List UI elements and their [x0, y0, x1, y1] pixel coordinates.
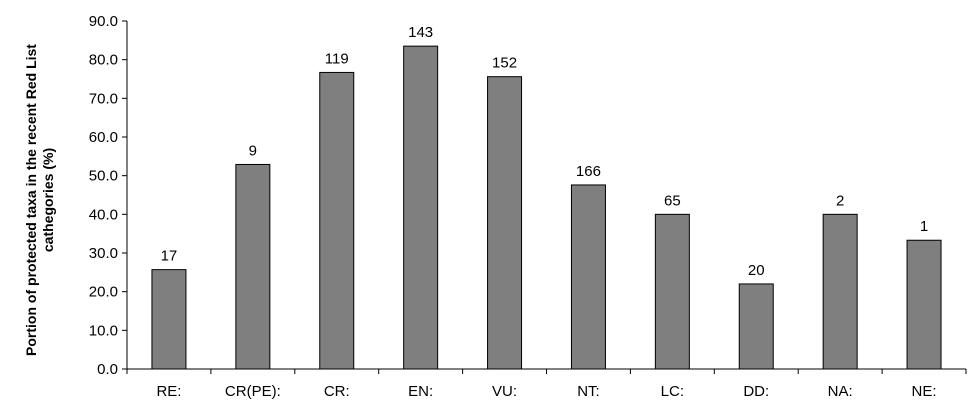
bar: [487, 76, 523, 370]
bars-group: [151, 45, 942, 370]
bar: [906, 239, 942, 370]
x-tick-label: VU:: [492, 383, 517, 400]
y-axis-title: Portion of protected taxa in the recent …: [23, 44, 56, 356]
x-tick-label: DD:: [743, 383, 769, 400]
x-tick-label: LC:: [661, 383, 684, 400]
data-label: 119: [325, 50, 349, 67]
bar: [151, 269, 187, 370]
x-tick-label: RE:: [156, 383, 181, 400]
bar: [822, 213, 858, 370]
bar: [654, 213, 690, 370]
data-label: 65: [664, 192, 681, 209]
y-tick-label: 50.0: [89, 168, 118, 185]
data-label: 152: [492, 55, 517, 72]
y-tick-label: 90.0: [89, 13, 118, 30]
y-tick-label: 0.0: [97, 361, 118, 378]
y-axis-title-line-1: Portion of protected taxa in the recent …: [23, 44, 39, 356]
y-tick-label: 60.0: [89, 129, 118, 146]
y-axis: 0.0 10.0 20.0 30.0 40.0 50.0 60.0 70.0 80.0 90.0: [89, 13, 127, 378]
bar: [235, 163, 271, 370]
y-tick-label: 70.0: [89, 90, 118, 107]
data-label: 17: [161, 248, 178, 265]
data-label: 166: [576, 163, 601, 180]
bar: [403, 45, 439, 370]
x-axis: RE: CR(PE): CR: EN: VU: NT: LC: DD: NA: NE:: [126, 369, 967, 400]
bar: [570, 184, 606, 370]
data-label: 2: [836, 192, 844, 209]
data-label: 20: [748, 262, 765, 279]
x-tick-label: CR:: [324, 383, 350, 400]
y-axis-title-line-2: cathegories (%): [40, 148, 56, 252]
x-tick-label: NE:: [912, 383, 937, 400]
data-labels-group: 17 9 119 143 152 166 65 20 2 1: [161, 24, 929, 279]
y-tick-label: 20.0: [89, 284, 118, 301]
y-tick-label: 40.0: [89, 206, 118, 223]
data-label: 1: [920, 218, 928, 235]
data-label: 9: [249, 142, 257, 159]
y-tick-label: 10.0: [89, 322, 118, 339]
bar: [319, 71, 355, 370]
x-tick-label: NA:: [828, 383, 853, 400]
x-tick-label: CR(PE):: [225, 383, 281, 400]
data-label: 143: [408, 24, 433, 41]
bar: [738, 283, 774, 370]
x-tick-label: NT:: [577, 383, 600, 400]
y-tick-label: 80.0: [89, 52, 118, 69]
x-tick-label: EN:: [408, 383, 433, 400]
y-tick-label: 30.0: [89, 245, 118, 262]
